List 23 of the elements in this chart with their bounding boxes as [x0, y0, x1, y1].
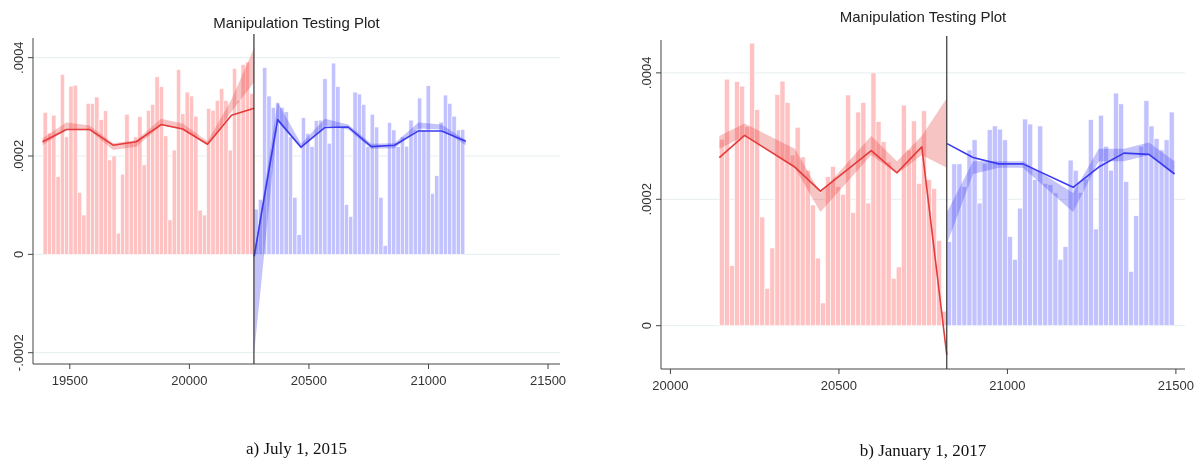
x-tick-label: 20500 [820, 378, 857, 393]
x-tick-label: 20000 [171, 373, 208, 388]
text: a) July 1, 2015 [245, 439, 348, 458]
chart-title: Manipulation Testing Plot [839, 8, 1008, 25]
line-series [718, 134, 948, 356]
y-tick-label: 0 [639, 322, 654, 330]
line-series [946, 142, 1176, 189]
y-tick-label: .0004 [639, 56, 654, 90]
y-tick-label: .0004 [11, 41, 26, 74]
x-tick-label: 21500 [529, 373, 567, 388]
x-tick-label: 19500 [51, 373, 88, 388]
x-tick-label: 21500 [1157, 378, 1194, 393]
x-tick-label: 21000 [410, 373, 447, 388]
line-series [41, 107, 255, 146]
x-tick-label: 20500 [290, 373, 328, 388]
x-tick-label: 21000 [989, 378, 1026, 393]
y-tick-label: 0 [11, 250, 26, 258]
x-tick-label: 20000 [652, 378, 689, 393]
chart-title: Manipulation Testing Plot [213, 14, 381, 31]
y-tick-label: -.0002 [11, 334, 26, 372]
y-tick-label: .0002 [639, 183, 654, 216]
y-tick-label: .0002 [11, 139, 26, 173]
text: b) January 1, 2017 [859, 441, 987, 460]
